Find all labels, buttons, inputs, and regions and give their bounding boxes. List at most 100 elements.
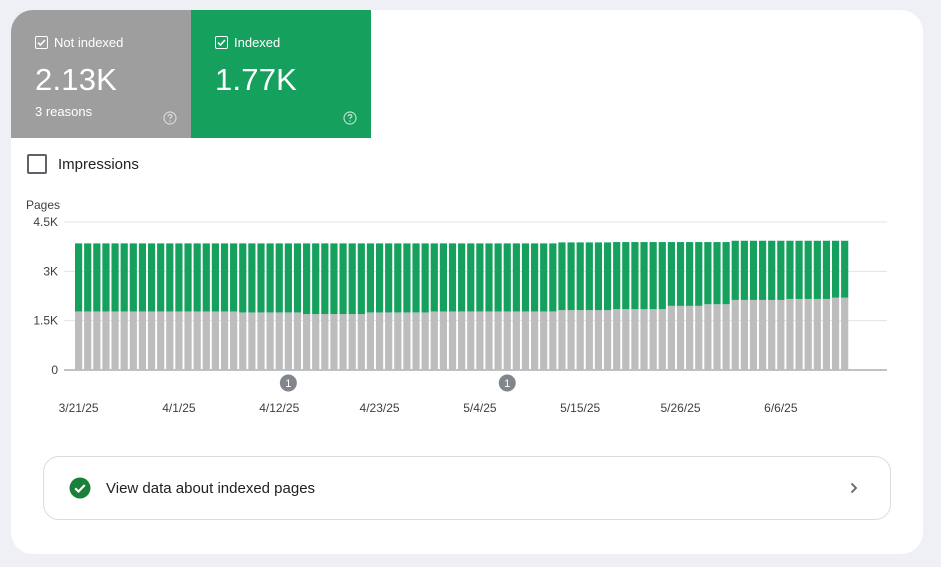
bar-not-indexed (421, 312, 429, 370)
bar-indexed (841, 240, 849, 298)
checkbox-checked-icon[interactable] (215, 35, 228, 49)
bar-not-indexed (804, 298, 812, 370)
bar-not-indexed (722, 304, 730, 370)
bar-indexed (512, 243, 520, 312)
bar-not-indexed (768, 299, 776, 370)
bar-indexed (230, 243, 238, 312)
bar-not-indexed (667, 305, 675, 370)
bar-indexed (220, 243, 229, 312)
bar-indexed (667, 242, 675, 306)
bar-indexed (603, 242, 612, 311)
bar-indexed (357, 243, 365, 315)
bar-not-indexed (312, 314, 320, 370)
x-tick-label: 5/26/25 (660, 401, 700, 415)
bar-indexed (558, 242, 566, 311)
bar-not-indexed (686, 305, 694, 370)
bar-indexed (485, 243, 493, 312)
bar-indexed (239, 243, 247, 313)
x-tick-label: 5/4/25 (463, 401, 497, 415)
bar-indexed (293, 243, 302, 313)
bar-indexed (403, 243, 411, 313)
bar-indexed (494, 243, 502, 312)
bar-not-indexed (357, 314, 365, 370)
bar-not-indexed (695, 305, 703, 370)
indexed-tile[interactable]: Indexed 1.77K (191, 10, 371, 138)
bar-not-indexed (230, 311, 238, 370)
bar-not-indexed (813, 298, 821, 370)
bar-not-indexed (266, 312, 274, 370)
not-indexed-reasons: 3 reasons (35, 104, 93, 119)
bar-not-indexed (704, 304, 712, 370)
bar-indexed (385, 243, 393, 313)
bar-indexed (175, 243, 183, 312)
bar-indexed (184, 243, 192, 312)
bar-not-indexed (594, 310, 603, 370)
bar-indexed (686, 242, 694, 306)
x-tick-label: 5/15/25 (560, 401, 600, 415)
bar-indexed (795, 240, 803, 299)
bar-indexed (713, 242, 721, 305)
view-indexed-pages-label: View data about indexed pages (106, 479, 316, 497)
annotation-marker (498, 374, 516, 392)
bar-indexed (430, 243, 438, 312)
bar-not-indexed (658, 309, 666, 370)
bar-not-indexed (540, 311, 548, 370)
bar-not-indexed (795, 298, 803, 370)
bar-indexed (731, 240, 739, 300)
bar-not-indexed (211, 311, 219, 370)
bar-indexed (521, 243, 530, 312)
bar-indexed (275, 243, 283, 313)
bar-not-indexed (576, 310, 584, 370)
bar-indexed (759, 240, 767, 300)
bar-indexed (695, 242, 703, 306)
bar-not-indexed (138, 311, 147, 370)
annotation-marker (279, 374, 297, 392)
bar-not-indexed (676, 305, 685, 370)
bar-indexed (540, 243, 548, 312)
bar-indexed (284, 243, 292, 313)
bar-not-indexed (84, 311, 92, 370)
bar-not-indexed (193, 311, 201, 370)
x-tick-label: 4/23/25 (360, 401, 400, 415)
view-indexed-pages-link[interactable]: View data about indexed pages (43, 456, 891, 520)
bar-indexed (111, 243, 119, 312)
bar-indexed (84, 243, 92, 312)
bar-not-indexed (494, 311, 502, 370)
bar-indexed (622, 242, 630, 310)
bar-indexed (658, 242, 666, 310)
bar-not-indexed (293, 312, 302, 370)
bar-not-indexed (348, 314, 356, 370)
bar-indexed (467, 243, 475, 312)
bar-indexed (102, 243, 110, 312)
bar-indexed (248, 243, 256, 313)
not-indexed-value: 2.13K (35, 62, 118, 97)
chevron-right-icon (850, 482, 858, 494)
help-icon[interactable] (343, 111, 357, 125)
bar-indexed (640, 242, 648, 310)
bar-indexed (476, 243, 484, 312)
bar-not-indexed (220, 311, 229, 370)
y-axis-label: Pages (26, 198, 60, 212)
checkbox-checked-icon[interactable] (35, 35, 48, 49)
bar-not-indexed (713, 304, 721, 370)
impressions-toggle[interactable]: Impressions (27, 154, 139, 174)
bar-not-indexed (831, 297, 840, 370)
impressions-checkbox[interactable] (27, 154, 47, 174)
bar-indexed (722, 242, 730, 305)
x-tick-label: 3/21/25 (59, 401, 99, 415)
bar-not-indexed (448, 311, 457, 370)
pages-chart: Pages 0 1.5K 3K 4.5K 1 1 3/21/25 4/1/25 4/12/25 4/… (26, 198, 887, 415)
bar-not-indexed (111, 311, 119, 370)
bar-not-indexed (339, 314, 347, 370)
bar-not-indexed (777, 299, 785, 370)
not-indexed-tile[interactable]: Not indexed 2.13K 3 reasons (11, 10, 191, 138)
help-icon[interactable] (163, 111, 177, 125)
bar-not-indexed (558, 310, 566, 370)
bar-not-indexed (649, 309, 657, 370)
bar-not-indexed (503, 311, 511, 370)
bar-indexed (211, 243, 219, 312)
bar-indexed (366, 243, 375, 313)
bar-indexed (594, 242, 603, 311)
bar-not-indexed (239, 312, 247, 370)
bar-not-indexed (394, 312, 402, 370)
